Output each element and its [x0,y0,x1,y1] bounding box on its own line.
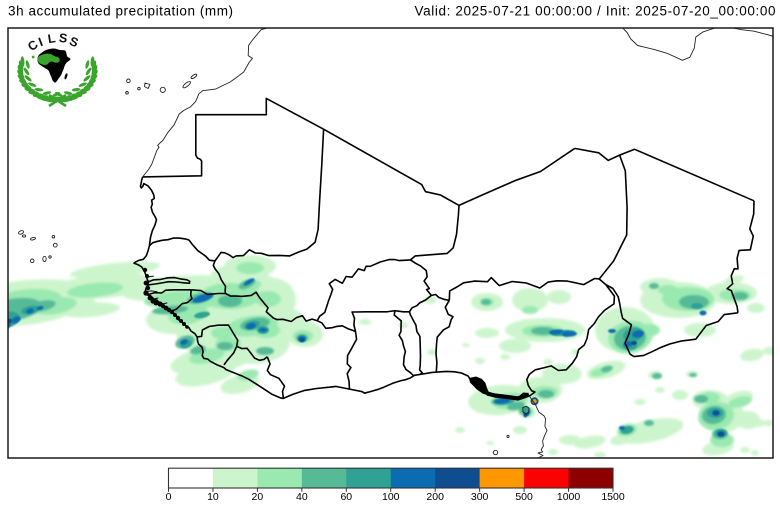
svg-text:40: 40 [296,491,308,503]
svg-text:1500: 1500 [601,491,625,503]
svg-text:3h accumulated precipitation (: 3h accumulated precipitation (mm) [8,3,233,18]
svg-text:S: S [58,31,68,46]
svg-text:300: 300 [471,491,489,503]
svg-text:10: 10 [207,491,219,503]
svg-text:500: 500 [515,491,533,503]
svg-text:100: 100 [382,491,400,503]
svg-text:20: 20 [252,491,264,503]
svg-text:1000: 1000 [557,491,581,503]
svg-text:0: 0 [166,491,172,503]
svg-text:200: 200 [426,491,444,503]
svg-text:L: L [47,31,57,46]
svg-text:Valid: 2025-07-21 00:00:00 / I: Valid: 2025-07-21 00:00:00 / Init: 2025-… [415,3,776,18]
svg-text:60: 60 [340,491,352,503]
svg-text:I: I [37,35,45,49]
